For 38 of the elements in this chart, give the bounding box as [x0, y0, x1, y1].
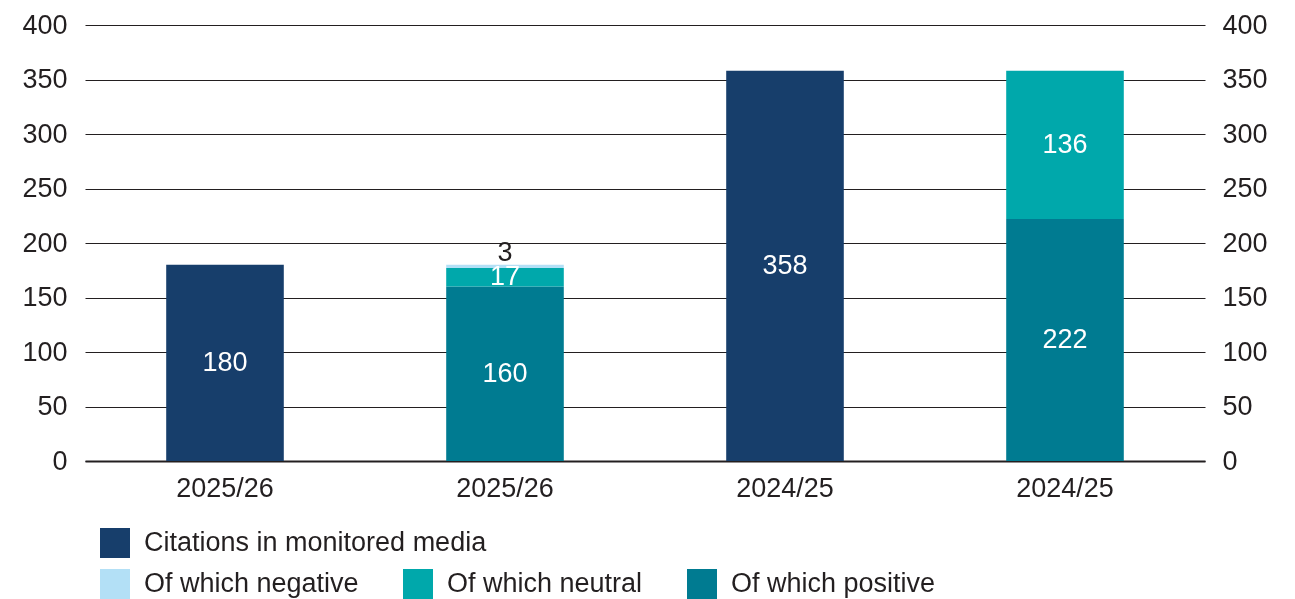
y2-tick-label: 0 — [1222, 445, 1238, 476]
y-tick-label: 400 — [22, 9, 68, 40]
x-tick-label: 2025/26 — [176, 472, 274, 503]
legend-label: Of which negative — [144, 568, 359, 598]
data-label: 180 — [202, 346, 248, 377]
y2-tick-label: 350 — [1222, 64, 1268, 94]
data-label: 222 — [1042, 324, 1088, 355]
y-tick-label: 50 — [37, 391, 68, 421]
y-tick-label: 150 — [22, 282, 68, 312]
x-tick-label: 2024/25 — [736, 472, 834, 503]
y2-tick-label: 100 — [1222, 336, 1268, 367]
y2-tick-label: 50 — [1222, 391, 1253, 421]
y2-tick-label: 400 — [1222, 9, 1268, 40]
legend-label: Of which positive — [731, 568, 936, 598]
bar — [166, 264, 284, 461]
y2-tick-label: 200 — [1222, 227, 1268, 258]
y2-tick-label: 300 — [1222, 118, 1268, 149]
bar — [726, 70, 844, 461]
y2-tick-label: 250 — [1222, 173, 1268, 203]
bar — [1006, 70, 1124, 220]
bar — [446, 268, 564, 287]
y2-tick-label: 150 — [1222, 282, 1268, 312]
legend-label: Citations in monitored media — [144, 527, 488, 557]
legend-label: Of which neutral — [447, 568, 643, 598]
data-label: 160 — [482, 357, 528, 388]
y-tick-label: 350 — [22, 64, 68, 94]
x-tick-label: 2025/26 — [456, 472, 554, 503]
y-tick-label: 200 — [22, 227, 68, 258]
y-tick-label: 300 — [22, 118, 68, 149]
x-tick-label: 2024/25 — [1016, 472, 1114, 503]
bar — [446, 286, 564, 461]
y-tick-label: 100 — [22, 336, 68, 367]
data-label: 358 — [762, 249, 808, 280]
y-tick-label: 0 — [52, 445, 68, 476]
data-label: 136 — [1042, 128, 1088, 159]
bar — [1006, 219, 1124, 461]
y-tick-label: 250 — [22, 173, 68, 203]
data-label: 17 — [489, 261, 521, 292]
